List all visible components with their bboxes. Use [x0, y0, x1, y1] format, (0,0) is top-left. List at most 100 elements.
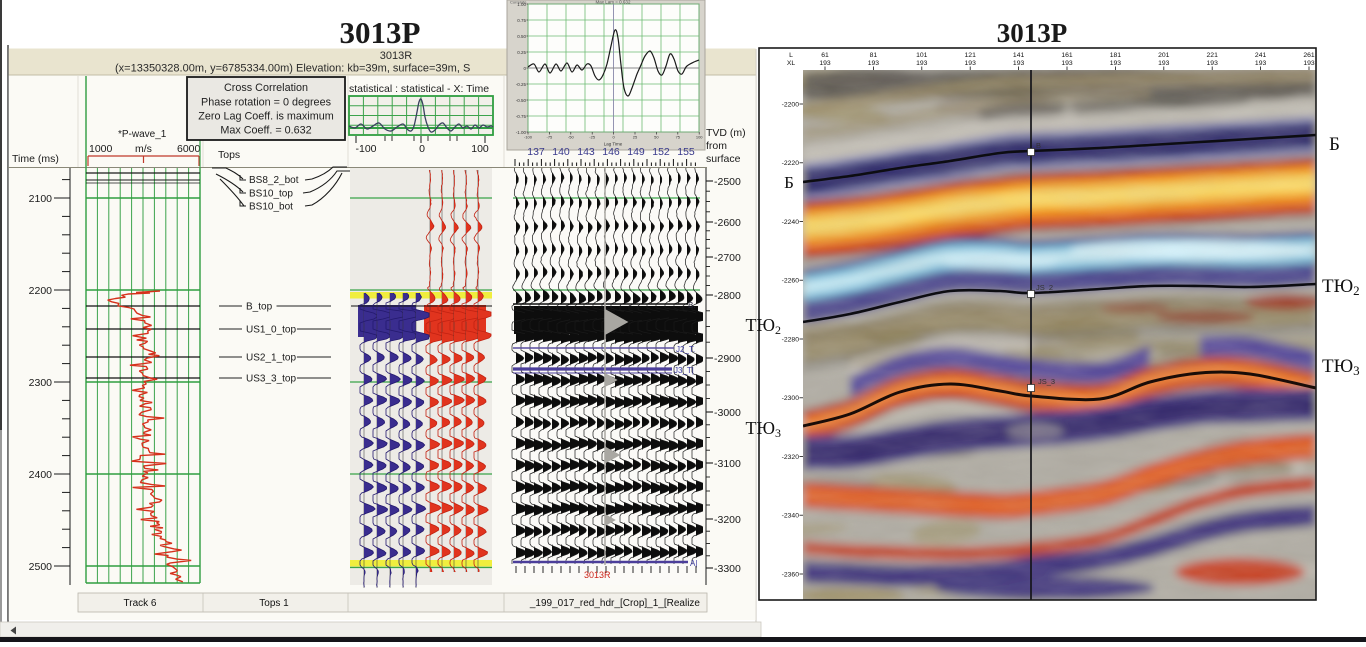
svg-text:-2220: -2220	[782, 160, 800, 167]
svg-text:25: 25	[633, 135, 638, 140]
svg-text:-0.50: -0.50	[516, 98, 527, 103]
svg-text:149: 149	[627, 146, 645, 158]
svg-text:-2200: -2200	[782, 101, 800, 108]
svg-text:-2260: -2260	[782, 278, 800, 285]
svg-text:221: 221	[1207, 52, 1219, 59]
svg-text:-1.00: -1.00	[516, 130, 527, 135]
svg-text:141: 141	[1013, 52, 1025, 59]
svg-text:81: 81	[870, 52, 878, 59]
svg-text:181: 181	[1110, 52, 1122, 59]
svg-text:0.75: 0.75	[517, 18, 526, 23]
svg-text:3013R: 3013R	[584, 570, 611, 580]
svg-text:Tops: Tops	[218, 149, 240, 161]
svg-text:100: 100	[696, 135, 703, 140]
svg-text:-2320: -2320	[782, 454, 800, 461]
svg-text:Б: Б	[1329, 134, 1340, 155]
svg-text:J2_T.: J2_T.	[676, 345, 695, 354]
svg-text:Cross Correlation: Cross Correlation	[224, 82, 308, 94]
svg-text:Zero Lag Coeff. is maximum: Zero Lag Coeff. is maximum	[198, 111, 333, 123]
svg-text:2100: 2100	[29, 193, 53, 205]
svg-text:-100: -100	[524, 135, 533, 140]
svg-text:Lag Time: Lag Time	[604, 142, 623, 147]
svg-text:-2800: -2800	[714, 290, 741, 302]
svg-text:201: 201	[1158, 52, 1170, 59]
svg-text:-3300: -3300	[714, 563, 741, 575]
svg-text:A|: A|	[690, 559, 697, 568]
svg-text:161: 161	[1061, 52, 1073, 59]
svg-text:193: 193	[1158, 60, 1170, 67]
svg-text:surface: surface	[706, 153, 741, 165]
svg-text:Correlate: Correlate	[510, 0, 527, 5]
svg-text:m/s: m/s	[135, 143, 152, 155]
svg-text:0: 0	[612, 135, 615, 140]
svg-text:193: 193	[1207, 60, 1219, 67]
svg-text:statistical : statistical - X:: statistical : statistical - X: Time	[349, 83, 489, 95]
svg-text:Tops 1: Tops 1	[259, 598, 289, 609]
svg-text:261: 261	[1303, 52, 1315, 59]
svg-text:155: 155	[677, 146, 695, 158]
svg-text:152: 152	[652, 146, 670, 158]
svg-text:JS_2: JS_2	[1036, 283, 1053, 292]
svg-text:-25: -25	[589, 135, 596, 140]
svg-text:TVD (m): TVD (m)	[706, 127, 746, 139]
svg-text:3013P: 3013P	[340, 15, 421, 50]
svg-text:_199_017_red_hdr_[Crop]_1_[Rea: _199_017_red_hdr_[Crop]_1_[Realize	[529, 598, 701, 609]
svg-text:0: 0	[419, 143, 425, 155]
svg-text:Track 6: Track 6	[124, 598, 157, 609]
svg-text:BS10_bot: BS10_bot	[249, 202, 293, 213]
svg-text:B.: B.	[688, 301, 696, 310]
svg-text:-2600: -2600	[714, 217, 741, 229]
svg-text:Б: Б	[784, 173, 794, 192]
svg-text:-2340: -2340	[782, 513, 800, 520]
svg-text:100: 100	[471, 143, 489, 155]
svg-text:101: 101	[916, 52, 928, 59]
svg-text:193: 193	[965, 60, 977, 67]
svg-text:*P-wave_1: *P-wave_1	[118, 129, 167, 140]
svg-text:2500: 2500	[29, 561, 53, 573]
svg-text:2300: 2300	[29, 377, 53, 389]
svg-text:-2900: -2900	[714, 353, 741, 365]
svg-text:143: 143	[577, 146, 595, 158]
svg-text:-0.25: -0.25	[516, 82, 527, 87]
svg-text:241: 241	[1255, 52, 1267, 59]
svg-text:140: 140	[552, 146, 570, 158]
svg-text:-50: -50	[568, 135, 575, 140]
svg-text:-2700: -2700	[714, 252, 741, 264]
svg-text:193: 193	[1061, 60, 1073, 67]
svg-text:193: 193	[1303, 60, 1315, 67]
svg-text:Time (ms): Time (ms)	[12, 153, 59, 165]
svg-text:193: 193	[1013, 60, 1025, 67]
svg-text:Max Lam = 0.632: Max Lam = 0.632	[596, 0, 631, 5]
svg-text:-2240: -2240	[782, 219, 800, 226]
svg-text:0.50: 0.50	[517, 34, 526, 39]
svg-text:BS10_top: BS10_top	[249, 189, 293, 200]
svg-text:ТЮ3: ТЮ3	[746, 418, 782, 440]
svg-text:BS8_2_bot: BS8_2_bot	[249, 175, 299, 186]
svg-text:61: 61	[821, 52, 829, 59]
svg-text:193: 193	[819, 60, 831, 67]
svg-text:Max Coeff. = 0.632: Max Coeff. = 0.632	[220, 125, 311, 137]
svg-text:-75: -75	[547, 135, 554, 140]
svg-text:1.00: 1.00	[517, 2, 526, 7]
svg-text:ТЮ3: ТЮ3	[1322, 356, 1360, 378]
svg-text:(x=13350328.00m, y=6785334.00m: (x=13350328.00m, y=6785334.00m) Elevatio…	[115, 63, 470, 75]
svg-text:-2300: -2300	[782, 395, 800, 402]
svg-text:121: 121	[965, 52, 977, 59]
svg-text:L: L	[789, 52, 793, 59]
svg-text:XL: XL	[787, 60, 796, 67]
svg-text:JS_3: JS_3	[1038, 377, 1055, 386]
svg-text:-0.75: -0.75	[516, 114, 527, 119]
svg-text:137: 137	[527, 146, 545, 158]
svg-text:50: 50	[654, 135, 659, 140]
svg-text:193: 193	[916, 60, 928, 67]
svg-text:193: 193	[868, 60, 880, 67]
svg-text:-2280: -2280	[782, 336, 800, 343]
svg-text:0: 0	[523, 66, 526, 71]
svg-text:US2_1_top: US2_1_top	[246, 353, 296, 364]
svg-text:ТЮ2: ТЮ2	[1322, 276, 1360, 298]
svg-text:193: 193	[1255, 60, 1267, 67]
svg-text:B_top: B_top	[246, 302, 273, 313]
svg-text:1000: 1000	[89, 143, 113, 155]
svg-text:-2360: -2360	[782, 571, 800, 578]
svg-text:0.25: 0.25	[517, 50, 526, 55]
